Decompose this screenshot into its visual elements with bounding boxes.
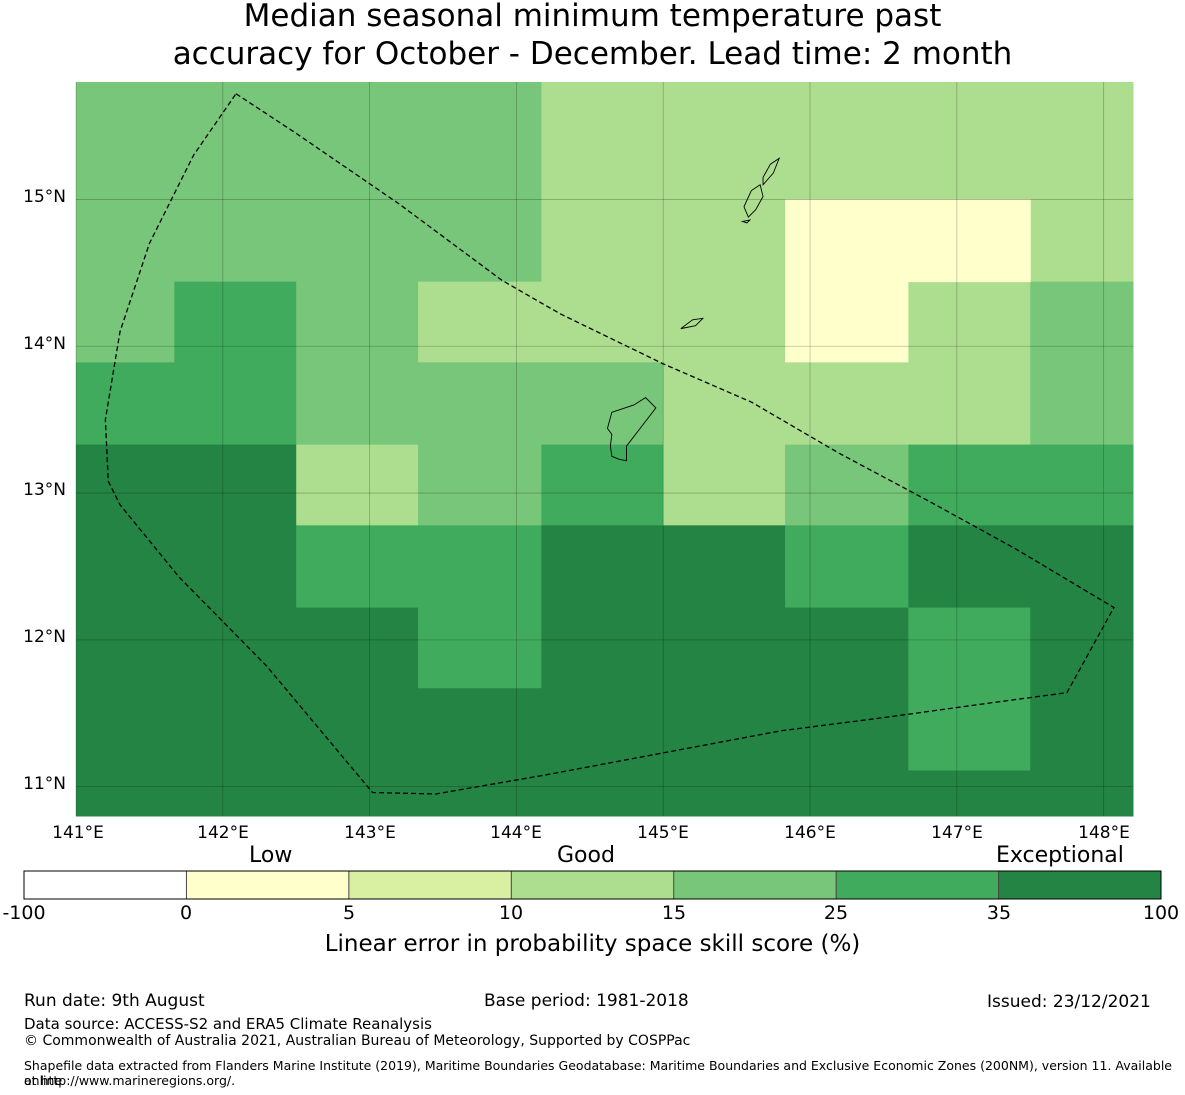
eez-boundary-line bbox=[104, 93, 1115, 795]
category-good: Good bbox=[557, 843, 615, 868]
lat-label-12: 12°N bbox=[23, 627, 66, 647]
skill-cell bbox=[1030, 688, 1134, 817]
colorbar-segment bbox=[348, 871, 512, 899]
lat-label-11: 11°N bbox=[23, 774, 66, 794]
lon-label-145: 145°E bbox=[637, 823, 689, 843]
colorbar-tick: 5 bbox=[342, 902, 356, 924]
lat-label-14: 14°N bbox=[23, 334, 66, 354]
data-source: Data source: ACCESS-S2 and ERA5 Climate … bbox=[24, 1015, 432, 1033]
colorbar-tick: 0 bbox=[179, 902, 193, 924]
lon-label-144: 144°E bbox=[490, 823, 542, 843]
skill-cell bbox=[296, 444, 419, 526]
skill-cell bbox=[76, 688, 909, 817]
colorbar-tick: 100 bbox=[1142, 902, 1180, 924]
skill-cell bbox=[785, 199, 1031, 283]
skill-cell bbox=[1030, 362, 1134, 446]
skill-cell bbox=[76, 607, 419, 689]
run-date: Run date: 9th August bbox=[24, 991, 205, 1011]
skill-cell bbox=[296, 525, 542, 609]
lon-label-146: 146°E bbox=[784, 823, 836, 843]
skill-cell bbox=[663, 444, 786, 526]
skill-cell bbox=[908, 525, 1134, 609]
skill-cell bbox=[1030, 281, 1134, 363]
map-title-line1: Median seasonal minimum temperature past bbox=[243, 0, 942, 34]
colorbar-tick: 10 bbox=[498, 902, 524, 924]
lat-label-13: 13°N bbox=[23, 480, 66, 500]
lon-label-142: 142°E bbox=[197, 823, 249, 843]
lon-label-141: 141°E bbox=[52, 823, 104, 843]
island-outline bbox=[680, 317, 705, 330]
skill-cell bbox=[908, 281, 1031, 363]
skill-cell bbox=[908, 607, 1031, 689]
skill-cell bbox=[541, 607, 909, 689]
map-title-line2: accuracy for October - December. Lead ti… bbox=[172, 36, 1013, 72]
colorbar-title: Linear error in probability space skill … bbox=[324, 931, 861, 957]
category-low: Low bbox=[249, 843, 293, 868]
colorbar-segment bbox=[24, 871, 187, 899]
island-outline bbox=[743, 184, 764, 218]
shapefile-credit-line1: Shapefile data extracted from Flanders M… bbox=[24, 1058, 1172, 1088]
island-outline bbox=[606, 397, 657, 462]
skill-cell bbox=[174, 281, 297, 363]
skill-cell bbox=[418, 607, 542, 689]
skill-cell bbox=[908, 770, 1031, 817]
category-exceptional: Exceptional bbox=[996, 843, 1124, 868]
skill-cell bbox=[541, 525, 786, 609]
skill-cell bbox=[663, 362, 1031, 446]
skill-cell bbox=[418, 281, 786, 363]
colorbar-tick: -100 bbox=[2, 902, 46, 924]
skill-cell bbox=[76, 281, 175, 363]
colorbar-segment bbox=[186, 871, 349, 899]
skill-cell bbox=[76, 525, 297, 609]
skill-cell bbox=[908, 688, 1031, 771]
skill-cell bbox=[1030, 607, 1134, 689]
skill-grid-cells bbox=[76, 82, 1134, 817]
skill-cell bbox=[418, 444, 542, 526]
skill-cell bbox=[908, 444, 1134, 526]
lat-label-15: 15°N bbox=[23, 187, 66, 207]
copyright-notice: © Commonwealth of Australia 2021, Austra… bbox=[24, 1033, 691, 1049]
skill-cell bbox=[785, 281, 909, 363]
lon-label-143: 143°E bbox=[344, 823, 396, 843]
colorbar bbox=[23, 870, 1162, 900]
island-outlines bbox=[606, 157, 781, 462]
colorbar-tick: 15 bbox=[661, 902, 687, 924]
shapefile-credit-line2: at http://www.marineregions.org/. bbox=[24, 1073, 236, 1088]
colorbar-segment bbox=[998, 871, 1161, 899]
skill-cell bbox=[296, 281, 419, 363]
skill-cell bbox=[541, 444, 664, 526]
skill-cell bbox=[296, 362, 664, 446]
island-outline bbox=[762, 157, 781, 186]
skill-cell bbox=[76, 444, 297, 526]
issued-date: Issued: 23/12/2021 bbox=[987, 992, 1151, 1012]
lat-lon-gridlines bbox=[75, 82, 1133, 816]
lon-label-148: 148°E bbox=[1078, 823, 1130, 843]
lon-label-147: 147°E bbox=[931, 823, 983, 843]
colorbar-tick: 35 bbox=[986, 902, 1012, 924]
colorbar-segment bbox=[511, 871, 674, 899]
skill-cell bbox=[785, 525, 909, 609]
base-period: Base period: 1981-2018 bbox=[484, 991, 689, 1011]
colorbar-segment bbox=[673, 871, 837, 899]
skill-cell bbox=[76, 362, 297, 446]
island-outline bbox=[740, 219, 752, 224]
skill-cell bbox=[76, 82, 542, 283]
colorbar-frame bbox=[23, 870, 1162, 900]
colorbar-tick: 25 bbox=[823, 902, 849, 924]
colorbar-segment bbox=[836, 871, 999, 899]
